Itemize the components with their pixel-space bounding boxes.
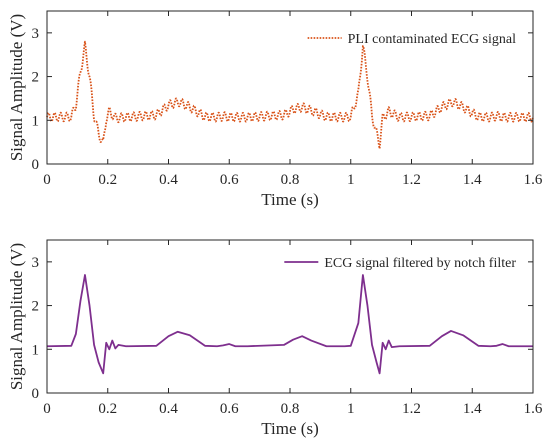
bottom-x-tick-label: 0.2 xyxy=(98,401,117,417)
bottom-chart-panel: 0 0.2 0.4 0.6 0.8 1 1.2 1.4 1.6 0 1 2 3 Time (s) Signa… xyxy=(7,239,543,438)
top-x-tick-label: 1.6 xyxy=(524,172,543,188)
top-y-tick-label: 2 xyxy=(32,70,40,86)
bottom-x-tick-label: 1.4 xyxy=(463,401,482,417)
top-x-tick-label: 0.2 xyxy=(98,172,117,188)
bottom-x-tick-label: 0.8 xyxy=(281,401,300,417)
bottom-x-tick-label: 1.2 xyxy=(402,401,421,417)
bottom-y-axis-label: Signal Amplitude (V) xyxy=(7,243,26,390)
bottom-x-axis-label: Time (s) xyxy=(261,419,318,438)
bottom-x-tick-label: 0 xyxy=(43,401,51,417)
top-x-tick-label: 1.2 xyxy=(402,172,421,188)
top-x-tick-label: 0.4 xyxy=(159,172,178,188)
top-x-tick-label: 1 xyxy=(347,172,355,188)
top-x-axis-label: Time (s) xyxy=(261,190,318,209)
bottom-y-tick-label: 3 xyxy=(32,255,40,271)
top-legend-label: PLI contaminated ECG signal xyxy=(348,32,516,47)
top-x-tick-label: 0.8 xyxy=(281,172,300,188)
top-x-tick-label: 0.6 xyxy=(220,172,239,188)
bottom-y-tick-label: 1 xyxy=(32,342,40,358)
bottom-series-line-0 xyxy=(46,274,533,375)
top-y-tick-label: 0 xyxy=(32,157,40,173)
bottom-y-tick-label: 0 xyxy=(32,386,40,402)
top-y-tick-label: 1 xyxy=(32,113,40,129)
top-chart-panel: 0 0.2 0.4 0.6 0.8 1 1.2 1.4 1.6 0 1 2 3 Time (s) Signa… xyxy=(7,10,543,209)
bottom-x-tick-label: 0.4 xyxy=(159,401,178,417)
bottom-x-tick-label: 1 xyxy=(347,401,355,417)
bottom-legend-label: ECG signal filtered by notch filter xyxy=(324,256,516,271)
top-x-tick-label: 0 xyxy=(43,172,51,188)
top-x-tick-label: 1.4 xyxy=(463,172,482,188)
top-series-line-0 xyxy=(46,40,534,150)
bottom-x-tick-label: 0.6 xyxy=(220,401,239,417)
top-y-tick-label: 3 xyxy=(32,26,40,42)
top-y-axis-label: Signal Amplitude (V) xyxy=(7,14,26,161)
bottom-y-tick-label: 2 xyxy=(32,299,40,315)
bottom-x-tick-label: 1.6 xyxy=(524,401,543,417)
